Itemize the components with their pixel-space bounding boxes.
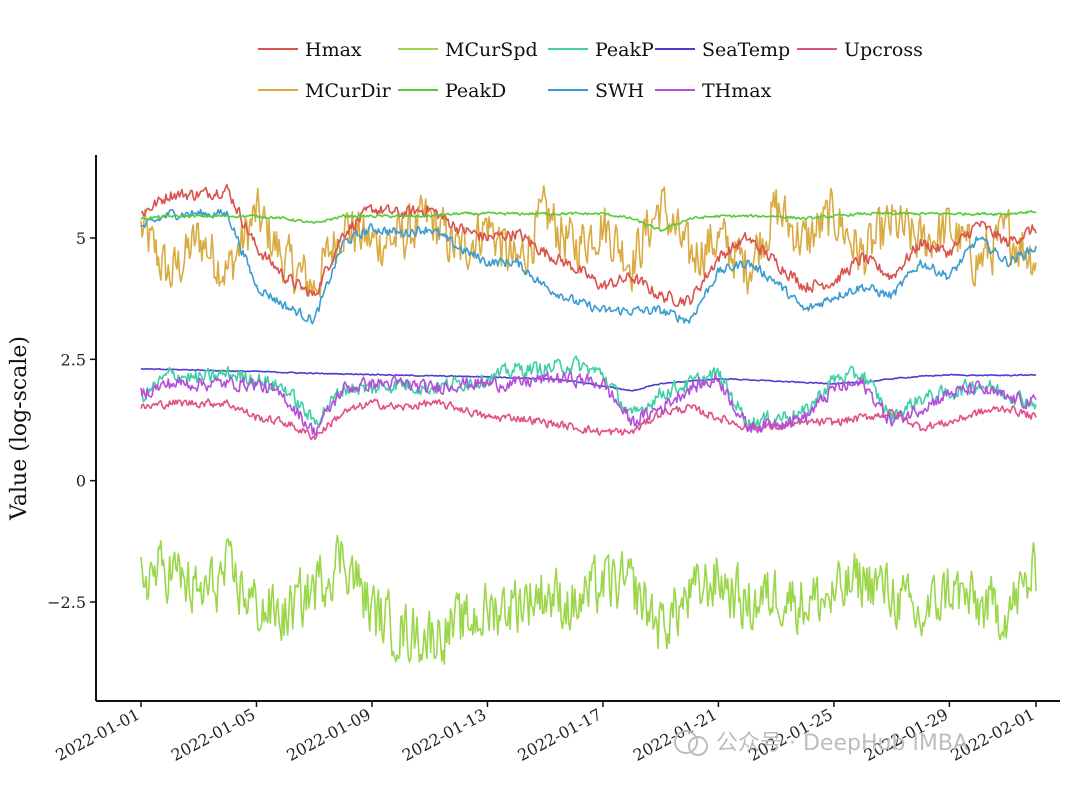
legend-item-seatemp: SeaTemp	[655, 39, 790, 61]
y-tick-label: 0	[76, 472, 86, 491]
legend-label: MCurDir	[305, 80, 392, 102]
x-tick-label: 2022-01-21	[630, 705, 720, 765]
x-tick-label: 2022-01-05	[168, 705, 258, 765]
legend: Hmax MCurSpd PeakP SeaTemp Upcross MCurDir Pea…	[258, 39, 923, 102]
legend-item-upcross: Upcross	[797, 39, 923, 61]
y-tick-label: 2.5	[61, 350, 86, 369]
watermark-text: 公众号 · DeepHub IMBA	[716, 731, 968, 756]
legend-label: Upcross	[844, 39, 923, 61]
y-axis-title: Value (log-scale)	[7, 336, 32, 521]
watermark: 公众号 · DeepHub IMBA	[674, 730, 968, 756]
legend-label: SeaTemp	[702, 39, 790, 61]
wechat-icon-bubble	[688, 736, 708, 756]
legend-label: SWH	[595, 80, 644, 102]
legend-item-thmax: THmax	[655, 80, 772, 102]
y-tick-label: 5	[76, 229, 86, 248]
legend-item-swh: SWH	[548, 80, 644, 102]
x-tick-label: 2022-01-01	[53, 705, 143, 765]
x-tick-label: 2022-01-09	[283, 705, 373, 765]
series-line-thmax	[140, 370, 1037, 437]
wechat-icon	[674, 730, 698, 754]
series-line-peakd	[140, 209, 1037, 232]
legend-item-peakd: PeakD	[398, 80, 506, 102]
series-line-hmax	[141, 184, 1037, 307]
legend-label: PeakD	[445, 80, 506, 102]
series-line-swh	[140, 208, 1037, 325]
series-line-upcross	[140, 398, 1037, 441]
legend-label: MCurSpd	[445, 39, 538, 61]
legend-label: PeakP	[595, 39, 654, 61]
series-line-mcurdir	[140, 185, 1037, 298]
series-line-mcurspd	[140, 534, 1037, 665]
legend-item-mcurdir: MCurDir	[258, 80, 392, 102]
legend-item-hmax: Hmax	[258, 39, 362, 61]
legend-label: THmax	[702, 80, 772, 102]
series-line-seatemp	[140, 367, 1037, 392]
legend-item-mcurspd: MCurSpd	[398, 39, 538, 61]
y-axis-ticks: 5 2.5 0 −2.5	[47, 229, 96, 612]
series-line-peakp	[140, 355, 1037, 432]
x-tick-label: 2022-01-17	[514, 705, 604, 765]
x-tick-label: 2022-01-13	[399, 705, 489, 765]
y-tick-label: −2.5	[47, 593, 86, 612]
legend-label: Hmax	[305, 39, 362, 61]
series-lines	[140, 184, 1037, 665]
legend-item-peakp: PeakP	[548, 39, 654, 61]
